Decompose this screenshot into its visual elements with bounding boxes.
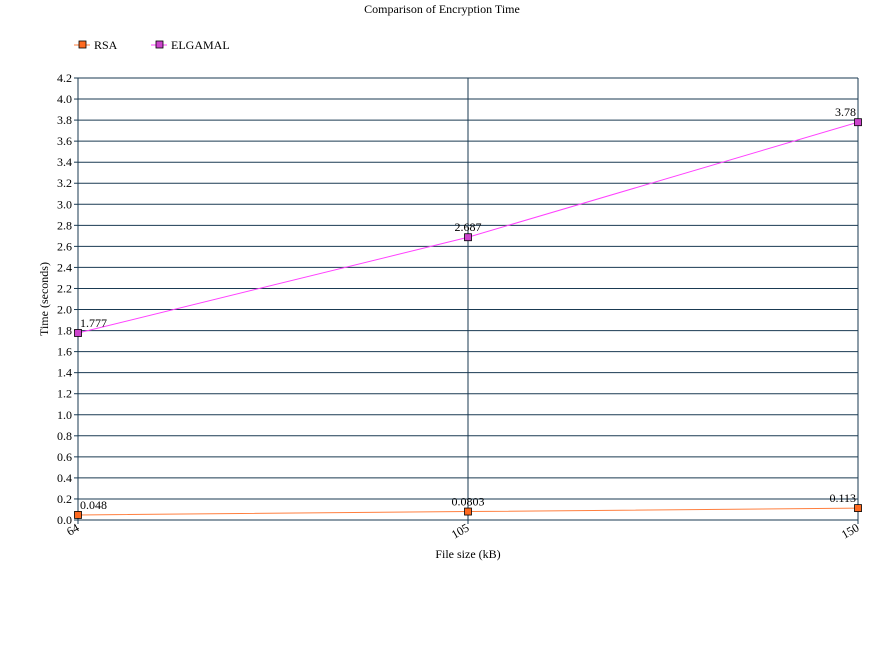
y-tick-label: 2.4 [57, 260, 72, 274]
y-tick-label: 3.0 [57, 197, 72, 211]
data-label: 2.687 [455, 220, 482, 234]
data-point [854, 504, 862, 513]
data-point [74, 511, 82, 519]
data-point [464, 507, 472, 516]
y-tick-label: 3.6 [57, 134, 72, 148]
legend-label-elgamal: ELGAMAL [171, 38, 230, 52]
legend-label-rsa: RSA [94, 38, 118, 52]
y-tick-label: 2.2 [57, 281, 72, 295]
y-tick-label: 2.0 [57, 303, 72, 317]
y-tick-label: 4.2 [57, 71, 72, 85]
y-axis-ticks: 0.0 0.2 0.4 0.6 0.8 1.0 1.2 1.4 1.6 1.8 2.0 2.2 2.4 2… [57, 71, 78, 527]
data-label: 0.048 [80, 498, 107, 512]
y-tick-label: 2.6 [57, 239, 72, 253]
data-label: 0.0803 [452, 495, 485, 509]
data-point [74, 329, 82, 337]
legend: RSA ELGAMAL [74, 38, 230, 52]
y-tick-label: 0.4 [57, 471, 72, 485]
y-tick-label: 0.6 [57, 450, 72, 464]
y-axis-label: Time (seconds) [37, 262, 51, 336]
chart-title: Comparison of Encryption Time [364, 2, 520, 16]
y-tick-label: 1.2 [57, 387, 72, 401]
y-tick-label: 0.2 [57, 492, 72, 506]
y-tick-label: 1.8 [57, 324, 72, 338]
y-tick-label: 0.8 [57, 429, 72, 443]
data-point [854, 118, 862, 127]
y-tick-label: 1.0 [57, 408, 72, 422]
x-axis-label: File size (kB) [435, 547, 500, 561]
y-tick-label: 1.4 [57, 366, 72, 380]
legend-marker [155, 40, 164, 49]
series-layer: 0.048 0.0803 0.113 1.777 2.687 3.78 [74, 105, 862, 519]
y-tick-label: 3.2 [57, 176, 72, 190]
legend-marker [78, 40, 87, 49]
y-tick-label: 2.8 [57, 218, 72, 232]
data-label: 3.78 [835, 105, 856, 119]
y-tick-label: 1.6 [57, 345, 72, 359]
grid [77, 77, 859, 521]
y-tick-label: 3.4 [57, 155, 72, 169]
y-tick-label: 0.0 [57, 513, 72, 527]
y-tick-label: 3.8 [57, 113, 72, 127]
data-point [464, 233, 472, 242]
data-label: 0.113 [829, 491, 856, 505]
data-label: 1.777 [80, 316, 107, 330]
x-axis-ticks: 64 105 150 [64, 520, 862, 542]
y-tick-label: 4.0 [57, 92, 72, 106]
